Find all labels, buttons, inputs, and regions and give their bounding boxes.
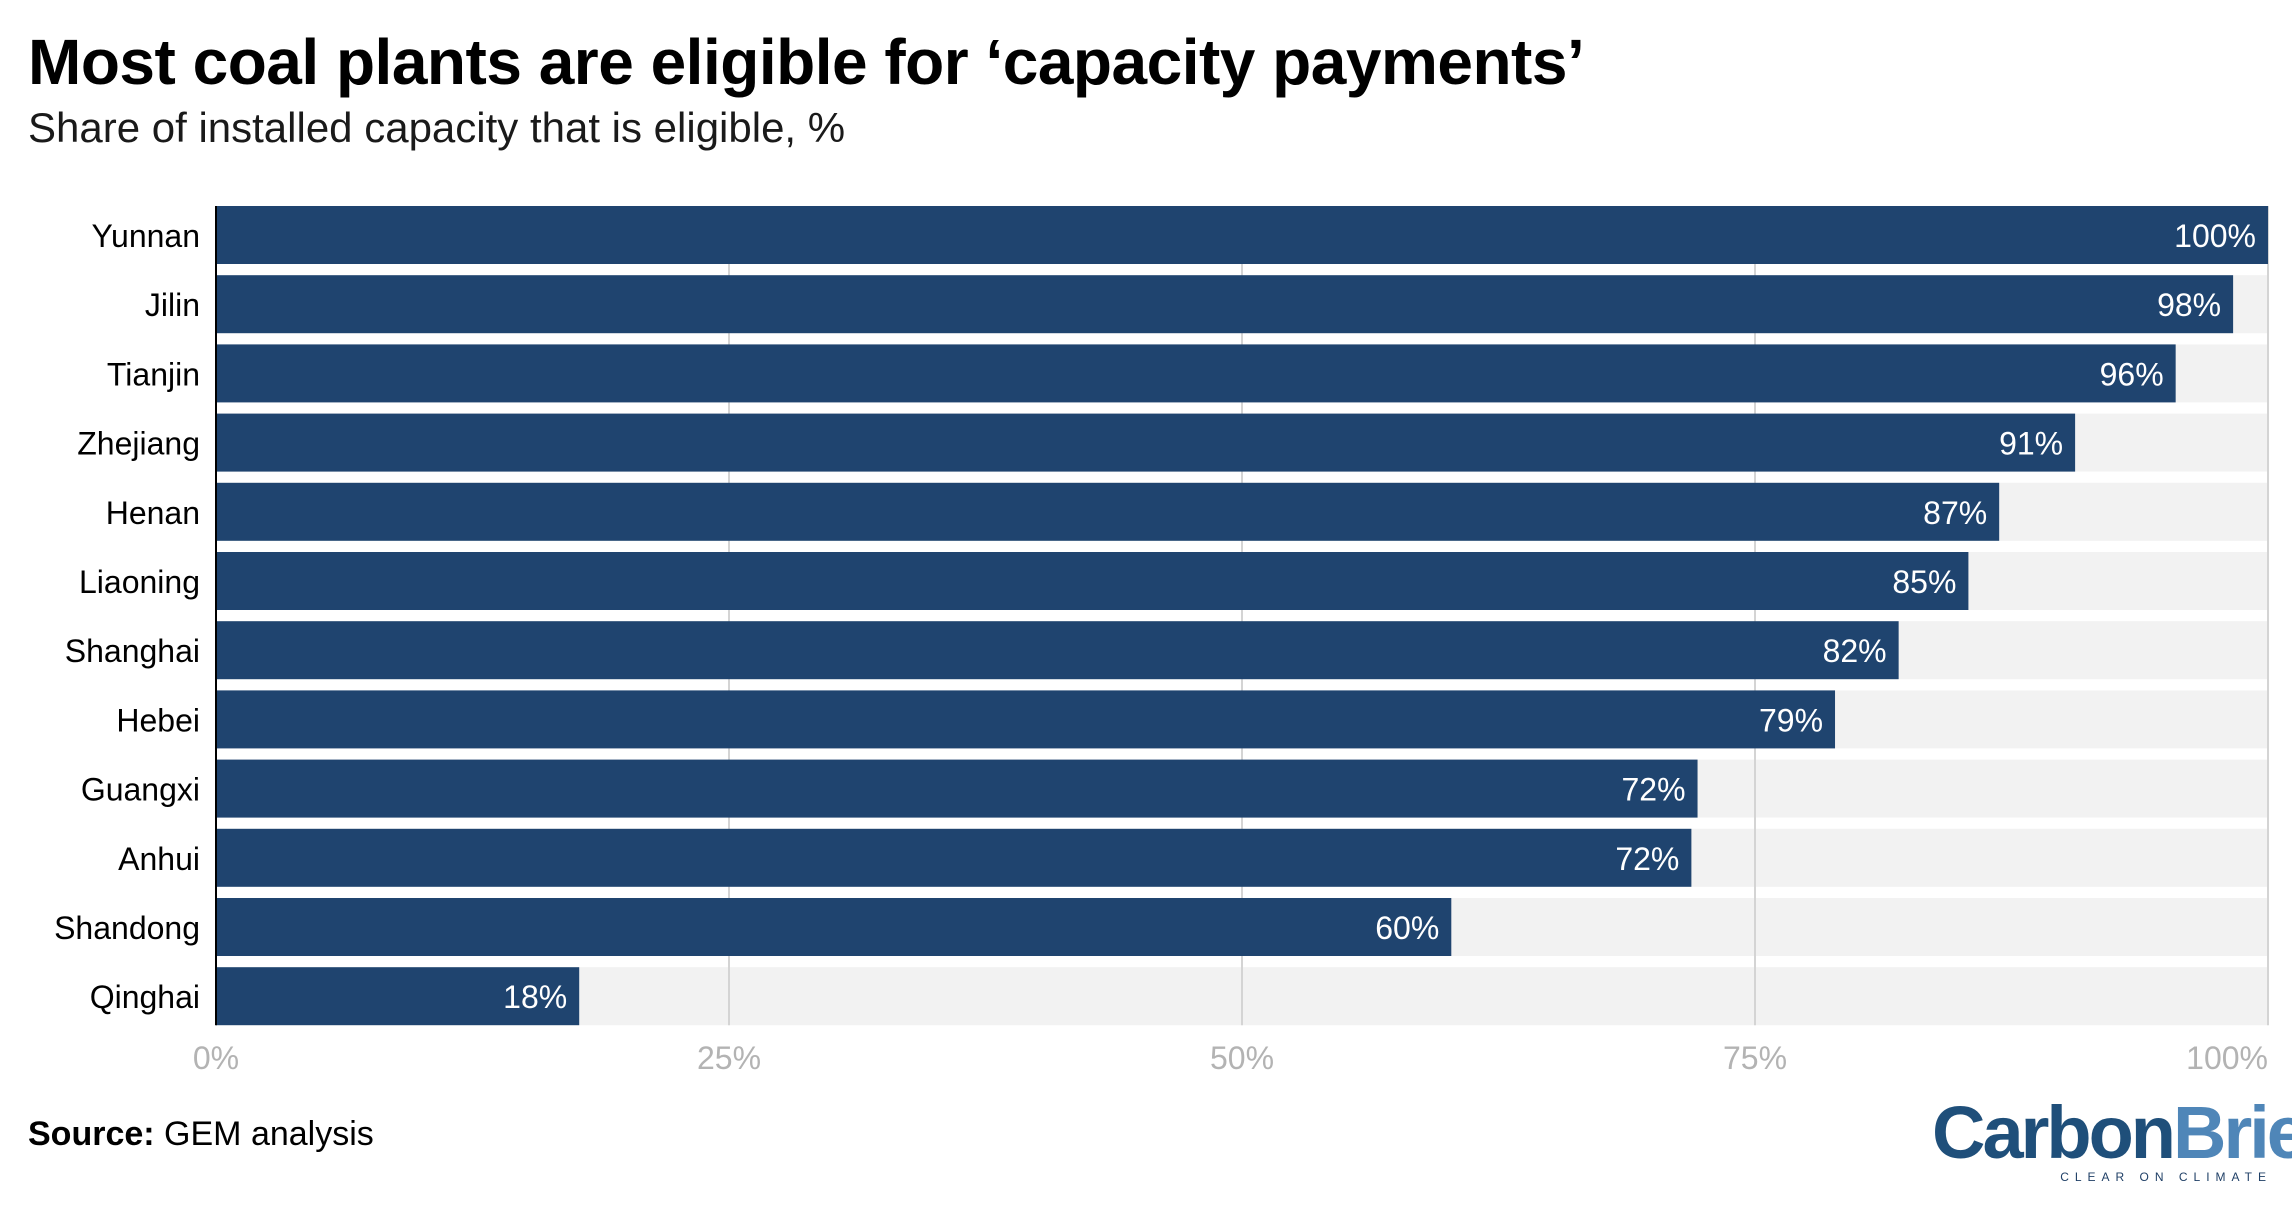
bar [216,552,1969,610]
data-label: 82% [1823,633,1887,669]
category-label: Shandong [54,910,200,946]
bar [216,690,1836,749]
x-tick-label: 0% [193,1040,239,1076]
category-label: Zhejiang [77,426,200,462]
chart-title: Most coal plants are eligible for ‘capac… [28,26,1585,98]
data-label: 87% [1923,495,1987,531]
chart-subtitle: Share of installed capacity that is elig… [28,104,846,151]
data-label: 85% [1892,564,1956,600]
bar [216,482,2000,541]
data-label: 96% [2100,356,2164,392]
bar [216,828,1692,887]
logo-part-carbon: Carbon [1932,1091,2176,1174]
x-tick-label: 100% [2186,1040,2268,1076]
x-tick-label: 75% [1723,1040,1787,1076]
bars [216,206,2268,1026]
bar [216,344,2176,403]
x-axis-ticks: 0% 25% 50% 75% 100% [193,1040,2268,1076]
bar [216,275,2234,334]
bar-chart: Yunnan Jilin Tianjin Zhejiang Henan Liaoning S… [54,206,2269,1076]
x-tick-label: 50% [1210,1040,1274,1076]
carbonbrief-logo: CarbonBrief CLEAR ON CLIMATE [1932,1091,2292,1185]
bar [216,413,2076,472]
data-label: 98% [2157,287,2221,323]
category-label: Guangxi [81,772,200,808]
bar [216,621,1899,680]
gridlines [728,206,2269,1026]
data-label: 79% [1759,702,1823,738]
category-label: Henan [106,495,200,531]
bar [216,759,1698,818]
data-label: 72% [1621,772,1685,808]
category-label: Anhui [118,841,200,877]
bar [216,898,1452,956]
value-labels: 100% 98% 96% 91% 87% 85%82%79% 72% 72% 60% 18% [503,218,2256,1015]
source-note: Source: GEM analysis [28,1112,374,1156]
category-label: Qinghai [90,979,200,1015]
bar [216,206,2268,264]
source-label: Source: [28,1115,155,1153]
category-label: Yunnan [91,218,200,254]
category-labels: Yunnan Jilin Tianjin Zhejiang Henan Liaoning S… [54,218,200,1015]
x-tick-label: 25% [697,1040,761,1076]
logo-part-brief: Brief [2173,1091,2292,1174]
category-label: Shanghai [65,633,200,669]
data-label: 72% [1615,841,1679,877]
category-label: Tianjin [107,356,200,392]
data-label: 60% [1375,910,1439,946]
data-label: 18% [503,979,567,1015]
logo-wordmark: CarbonBrief [1932,1091,2292,1174]
category-label: Hebei [116,702,200,738]
source-text: GEM analysis [164,1115,374,1153]
category-label: Jilin [145,287,200,323]
data-label: 100% [2174,218,2256,254]
logo-tagline: CLEAR ON CLIMATE [2060,1170,2272,1184]
category-label: Liaoning [79,564,200,600]
bar [216,967,580,1026]
data-label: 91% [1999,426,2063,462]
